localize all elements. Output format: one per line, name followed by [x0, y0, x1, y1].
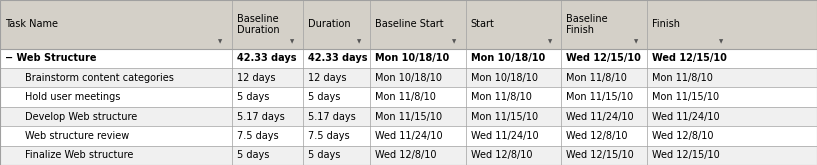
Text: ▼: ▼: [719, 40, 724, 45]
Text: Wed 12/8/10: Wed 12/8/10: [652, 131, 713, 141]
Text: Task Name: Task Name: [5, 19, 58, 29]
Text: Start: Start: [471, 19, 494, 29]
Text: 12 days: 12 days: [308, 73, 346, 83]
Text: Wed 11/24/10: Wed 11/24/10: [471, 131, 538, 141]
Text: Hold user meetings: Hold user meetings: [25, 92, 120, 102]
Text: 5 days: 5 days: [237, 150, 270, 160]
Text: Wed 12/15/10: Wed 12/15/10: [566, 53, 641, 63]
Text: ▼: ▼: [547, 40, 552, 45]
Text: Baseline
Finish: Baseline Finish: [566, 14, 608, 35]
Bar: [0, 0, 817, 49]
Text: Mon 11/8/10: Mon 11/8/10: [652, 73, 713, 83]
Text: 5.17 days: 5.17 days: [308, 112, 355, 122]
Text: Web structure review: Web structure review: [25, 131, 129, 141]
Text: 5 days: 5 days: [308, 92, 341, 102]
Text: Wed 12/8/10: Wed 12/8/10: [375, 150, 436, 160]
Text: Finalize Web structure: Finalize Web structure: [25, 150, 133, 160]
Text: Wed 12/15/10: Wed 12/15/10: [652, 150, 720, 160]
Text: Mon 10/18/10: Mon 10/18/10: [471, 73, 538, 83]
Text: Mon 11/15/10: Mon 11/15/10: [471, 112, 538, 122]
Text: Wed 12/15/10: Wed 12/15/10: [566, 150, 634, 160]
Text: 5 days: 5 days: [308, 150, 341, 160]
Bar: [0, 87, 817, 107]
Text: Wed 11/24/10: Wed 11/24/10: [566, 112, 634, 122]
Text: Wed 12/8/10: Wed 12/8/10: [471, 150, 532, 160]
Text: ▼: ▼: [452, 40, 457, 45]
Text: Duration: Duration: [308, 19, 350, 29]
Text: 5.17 days: 5.17 days: [237, 112, 284, 122]
Text: ▼: ▼: [218, 40, 223, 45]
Text: Mon 11/15/10: Mon 11/15/10: [566, 92, 633, 102]
Text: 5 days: 5 days: [237, 92, 270, 102]
Bar: [0, 68, 817, 87]
Text: Baseline
Duration: Baseline Duration: [237, 14, 279, 35]
Bar: [0, 49, 817, 68]
Text: Brainstorm content categories: Brainstorm content categories: [25, 73, 173, 83]
Text: Baseline Start: Baseline Start: [375, 19, 444, 29]
Text: 42.33 days: 42.33 days: [237, 53, 297, 63]
Text: 42.33 days: 42.33 days: [308, 53, 368, 63]
Text: − Web Structure: − Web Structure: [5, 53, 96, 63]
Text: ▼: ▼: [356, 40, 361, 45]
Text: Mon 10/18/10: Mon 10/18/10: [471, 53, 545, 63]
Text: Mon 11/15/10: Mon 11/15/10: [652, 92, 719, 102]
Text: Mon 11/8/10: Mon 11/8/10: [375, 92, 436, 102]
Text: 7.5 days: 7.5 days: [237, 131, 279, 141]
Text: Finish: Finish: [652, 19, 680, 29]
Text: Wed 12/8/10: Wed 12/8/10: [566, 131, 627, 141]
Bar: [0, 107, 817, 126]
Text: Mon 11/8/10: Mon 11/8/10: [471, 92, 532, 102]
Text: ▼: ▼: [289, 40, 294, 45]
Text: Wed 12/15/10: Wed 12/15/10: [652, 53, 727, 63]
Bar: [0, 146, 817, 165]
Text: Mon 11/15/10: Mon 11/15/10: [375, 112, 442, 122]
Text: Mon 10/18/10: Mon 10/18/10: [375, 53, 449, 63]
Text: Mon 10/18/10: Mon 10/18/10: [375, 73, 442, 83]
Text: 7.5 days: 7.5 days: [308, 131, 350, 141]
Text: ▼: ▼: [633, 40, 638, 45]
Text: 12 days: 12 days: [237, 73, 275, 83]
Bar: [0, 126, 817, 146]
Text: Mon 11/8/10: Mon 11/8/10: [566, 73, 627, 83]
Text: Wed 11/24/10: Wed 11/24/10: [375, 131, 443, 141]
Text: Develop Web structure: Develop Web structure: [25, 112, 136, 122]
Text: Wed 11/24/10: Wed 11/24/10: [652, 112, 720, 122]
